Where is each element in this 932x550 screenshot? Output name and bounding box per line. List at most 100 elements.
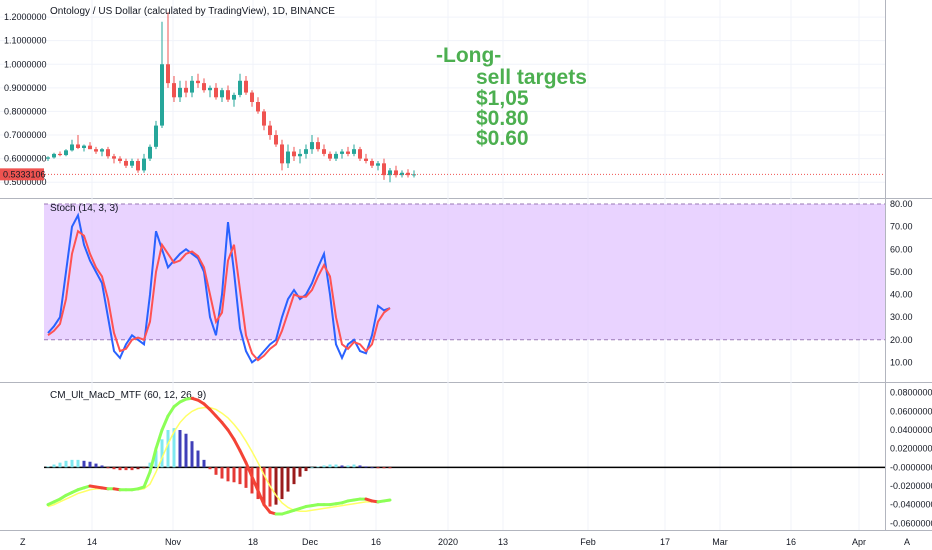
candle: [46, 156, 50, 161]
candle: [346, 146, 350, 157]
candle: [286, 144, 290, 169]
price-tick-label: 0.5000000: [4, 177, 47, 187]
candle: [322, 144, 326, 157]
macd-histogram-bar: [196, 450, 200, 468]
time-tick-label: Apr: [852, 537, 866, 547]
macd-histogram-bar: [100, 465, 104, 468]
time-axis[interactable]: 14 Nov 18 Dec 16 2020 13 Feb 17 Mar 16 Apr: [87, 537, 866, 547]
stoch-band: [44, 204, 885, 340]
macd-histogram-bar: [346, 465, 350, 468]
macd-histogram-bar: [208, 467, 212, 470]
candle: [352, 144, 356, 157]
candle: [298, 149, 302, 164]
macd-y-axis[interactable]: 0.0800000 0.0600000 0.0400000 0.0200000 -0.0…: [890, 388, 932, 529]
candle: [202, 78, 206, 93]
macd-histogram-bar: [388, 467, 392, 469]
macd-histogram-bar: [190, 441, 194, 468]
time-tick-label: Dec: [302, 537, 319, 547]
candle: [406, 169, 410, 178]
price-tick-label: 1.0000000: [4, 59, 47, 69]
macd-histogram-bar: [88, 461, 92, 468]
macd-histogram-bar: [76, 459, 80, 468]
candle: [178, 80, 182, 102]
macd-histogram-bar: [298, 467, 302, 477]
stoch-tick-label: 50.00: [890, 267, 913, 277]
macd-histogram-bar: [358, 465, 362, 468]
macd-tick-label: 0.0200000: [890, 444, 932, 454]
annotation-target-2: $0.80: [476, 107, 529, 130]
time-tick-label: 17: [660, 537, 670, 547]
candle: [106, 146, 110, 159]
price-tick-label: 0.8000000: [4, 106, 47, 116]
candle: [190, 76, 194, 98]
candle: [166, 12, 170, 88]
macd-line-segment: [256, 489, 266, 507]
macd-line-segment: [262, 503, 272, 514]
macd-histogram-bar: [154, 450, 158, 468]
candle: [232, 92, 236, 107]
macd-histogram-bar: [304, 467, 308, 472]
annotation-target-1: $1,05: [476, 87, 529, 110]
right-badge[interactable]: A: [904, 537, 910, 547]
left-badge[interactable]: Z: [20, 537, 26, 547]
macd-histogram-bar: [256, 467, 260, 500]
macd-histogram-bar: [118, 467, 122, 471]
macd-line-segment: [148, 447, 158, 474]
macd-histogram-bar: [70, 459, 74, 468]
macd-histogram-bar: [280, 467, 284, 500]
candle: [280, 139, 284, 171]
candle: [214, 83, 218, 100]
macd-histogram-bar: [238, 467, 242, 485]
stoch-y-axis[interactable]: 80.00 70.00 60.00 50.00 40.00 30.00 20.00 10.00: [890, 199, 913, 367]
macd-histogram-bar: [82, 460, 86, 468]
macd-histogram-bar: [340, 465, 344, 468]
stoch-tick-label: 40.00: [890, 290, 913, 300]
candle: [226, 85, 230, 102]
macd-line-segment: [154, 428, 164, 451]
price-tick-label: 1.1000000: [4, 36, 47, 46]
stoch-tick-label: 30.00: [890, 312, 913, 322]
macd-histogram-bar: [364, 466, 368, 468]
candle: [148, 144, 152, 161]
time-tick-label: 13: [498, 537, 508, 547]
macd-signal-line: [47, 406, 390, 512]
candlestick-series[interactable]: [46, 12, 416, 183]
macd-histogram-bar: [310, 467, 314, 469]
candle: [208, 85, 212, 98]
candle: [316, 137, 320, 152]
price-y-axis[interactable]: 1.2000000 1.1000000 1.0000000 0.9000000 0.80…: [4, 12, 47, 187]
stoch-tick-label: 80.00: [890, 199, 913, 209]
chart-frame: [0, 0, 932, 531]
macd-series: [46, 396, 392, 516]
svg-text:0.5333106: 0.5333106: [3, 169, 46, 179]
price-chart-title: Ontology / US Dollar (calculated by Trad…: [50, 6, 335, 17]
candle: [394, 165, 398, 178]
candle: [310, 135, 314, 154]
candle: [388, 168, 392, 183]
candle: [82, 144, 86, 152]
macd-histogram-bar: [232, 467, 236, 483]
annotation-target-3: $0.60: [476, 127, 529, 150]
macd-histogram-bar: [172, 428, 176, 468]
candle: [142, 153, 146, 173]
macd-line-segment: [382, 498, 392, 503]
macd-line-segment: [220, 421, 230, 432]
svg-text:Z: Z: [20, 537, 26, 547]
macd-histogram-bar: [124, 467, 128, 471]
candle: [94, 146, 98, 154]
macd-tick-label: -0.0000000: [890, 462, 932, 472]
candle: [58, 151, 62, 157]
time-tick-label: Feb: [580, 537, 596, 547]
stoch-series: [47, 212, 391, 364]
macd-tick-label: -0.0400000: [890, 500, 932, 510]
candle: [124, 158, 128, 169]
macd-histogram-bar: [352, 464, 356, 468]
price-tick-label: 0.6000000: [4, 154, 47, 164]
candle: [376, 160, 380, 171]
macd-histogram-bar: [334, 464, 338, 468]
macd-histogram-bar: [106, 467, 110, 469]
price-tick-label: 1.2000000: [4, 12, 47, 22]
macd-histogram-bar: [274, 467, 278, 505]
time-tick-label: 16: [786, 537, 796, 547]
